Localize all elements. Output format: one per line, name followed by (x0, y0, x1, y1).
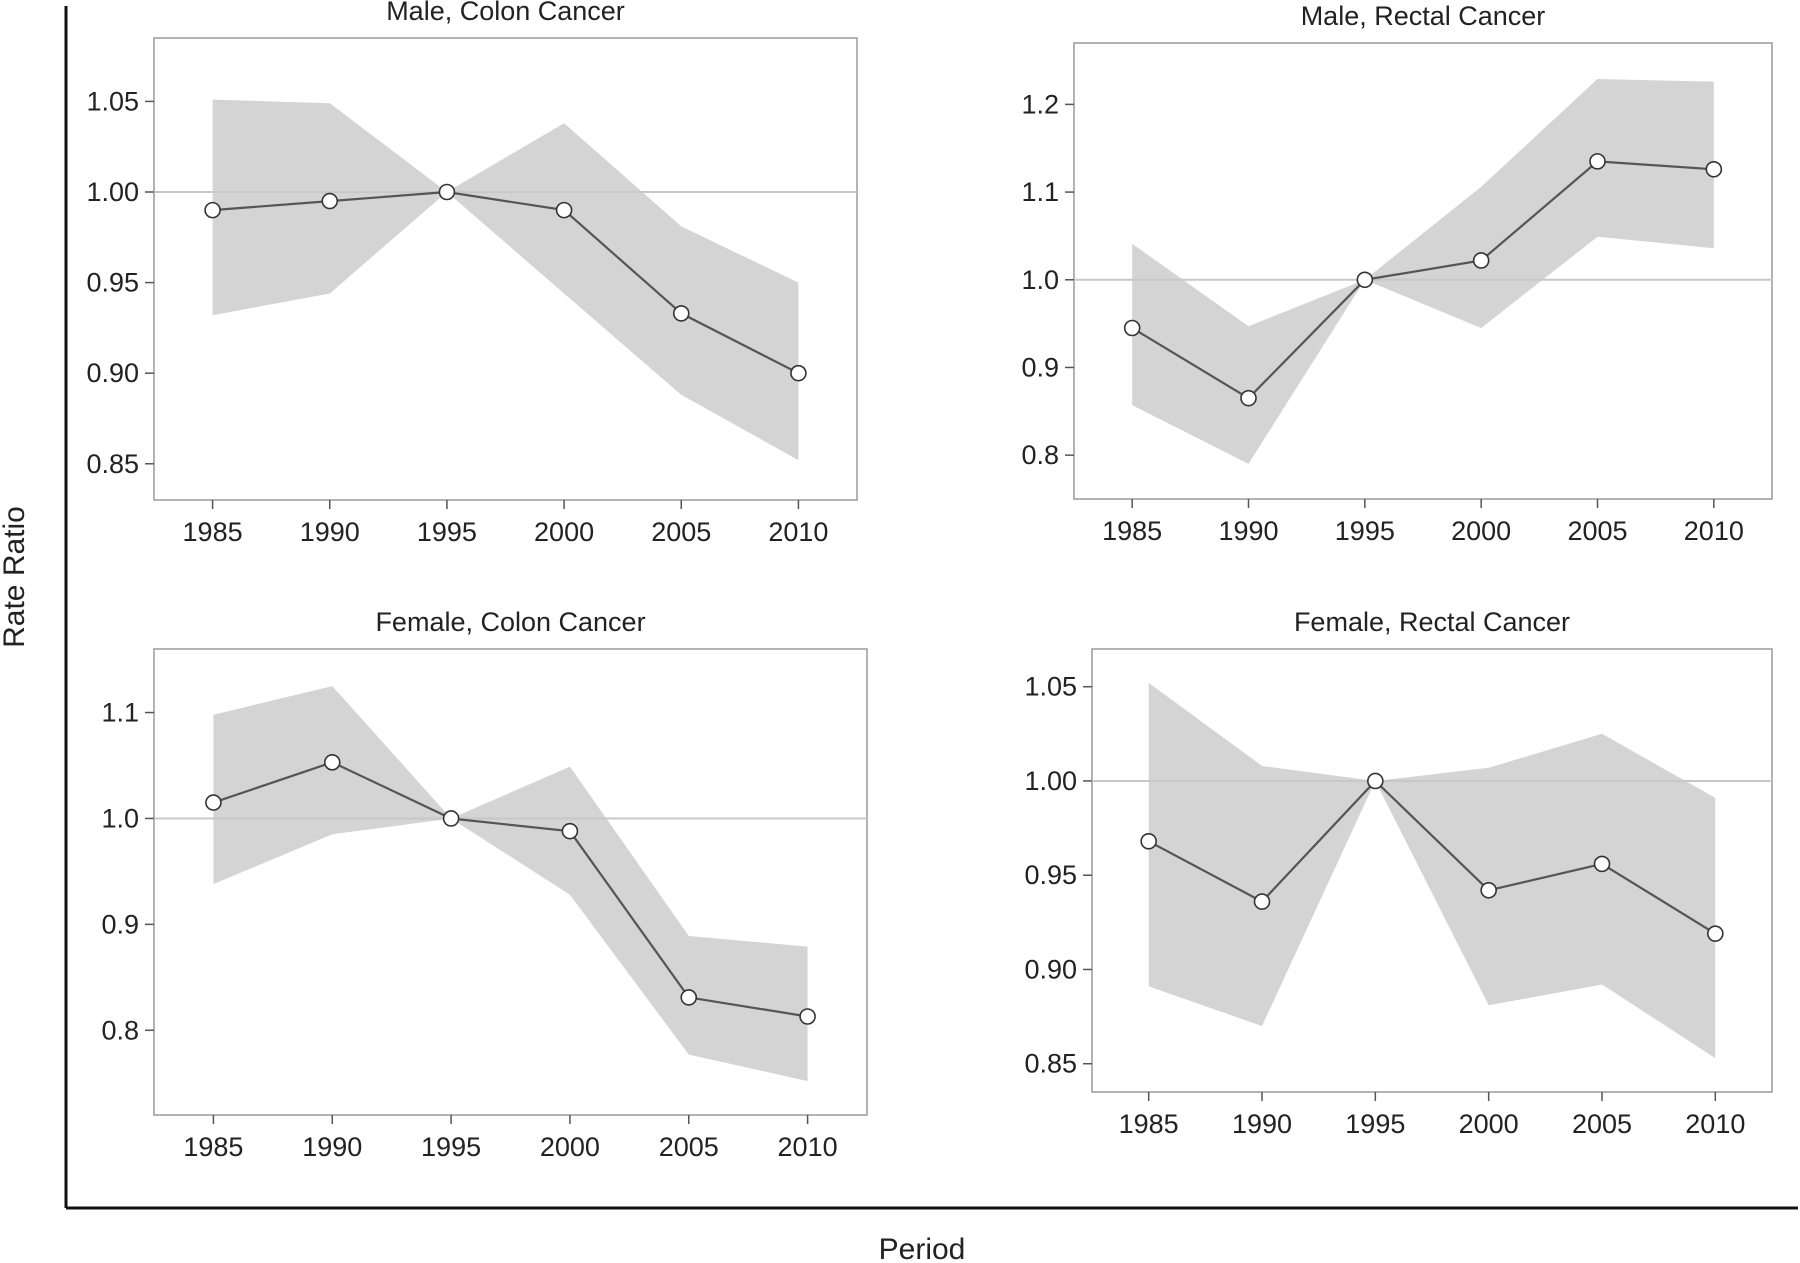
y-tick-label: 1.05 (86, 86, 139, 116)
x-tick-label: 1985 (183, 517, 243, 547)
x-tick-label: 2010 (768, 517, 828, 547)
data-point (680, 989, 698, 1006)
y-tick-label: 1.2 (1021, 89, 1059, 119)
x-tick-label: 1985 (1119, 1109, 1179, 1139)
x-tick-label: 1995 (421, 1132, 481, 1162)
y-tick-label: 0.8 (1021, 440, 1059, 470)
data-point (323, 754, 341, 771)
panel-male-colon: 0.85 0.90 0.95 1.00 1.05 1985 1990 1995 2000 2005… (86, 0, 858, 547)
panel-title: Female, Rectal Cancer (1294, 607, 1570, 637)
y-tick-label: 1.1 (1021, 177, 1059, 207)
x-tick-label: 1990 (300, 517, 360, 547)
data-point (1356, 271, 1374, 289)
y-tick-label: 0.9 (1021, 352, 1059, 382)
y-tick-label: 0.85 (86, 449, 139, 479)
series-line (1148, 779, 1716, 935)
x-tick-label: 2005 (659, 1132, 719, 1162)
panel-female-rectal: 0.85 0.90 0.95 1.00 1.05 1985 1990 1995 2000 2005… (1024, 607, 1773, 1139)
series-line (212, 190, 799, 375)
confidence-band (1148, 682, 1716, 1059)
y-tick-label: 1.0 (101, 803, 139, 833)
x-tick-label: 1985 (1102, 516, 1162, 546)
data-point (790, 364, 807, 382)
data-point (1140, 832, 1157, 850)
data-point (442, 810, 460, 827)
x-tick-label: 1990 (1232, 1109, 1292, 1139)
data-point (1253, 893, 1271, 910)
figure-xlabel: Period (879, 1233, 966, 1263)
panel-title: Male, Rectal Cancer (1301, 1, 1546, 31)
y-tick-label: 1.05 (1024, 672, 1077, 702)
data-point (1707, 925, 1724, 942)
data-point (205, 794, 222, 811)
panel-female-colon: 0.8 0.9 1.0 1.1 1985 1990 1995 2000 2005 2010 Fema… (101, 607, 868, 1162)
data-point (555, 201, 573, 219)
x-tick-label: 2000 (1459, 1109, 1519, 1139)
y-tick-label: 0.8 (101, 1015, 139, 1045)
data-point (1480, 881, 1497, 899)
data-point (1705, 160, 1723, 178)
data-point (1472, 252, 1490, 269)
figure-ylabel: Rate Ratio (0, 506, 31, 648)
y-tick-label: 1.0 (1021, 265, 1059, 295)
y-tick-label: 0.95 (86, 268, 139, 298)
y-tick-label: 0.90 (86, 358, 139, 388)
confidence-band (212, 99, 799, 461)
y-tick-label: 0.9 (101, 909, 139, 939)
panel-title: Female, Colon Cancer (375, 607, 645, 637)
panel-male-rectal: 0.8 0.9 1.0 1.1 1.2 1985 1990 1995 2000 2005 2010 M… (1021, 1, 1773, 546)
x-tick-label: 2010 (1685, 1109, 1745, 1139)
y-tick-label: 1.1 (101, 698, 139, 728)
y-tick-label: 0.90 (1024, 954, 1077, 984)
x-tick-label: 1985 (183, 1132, 243, 1162)
data-point (1593, 855, 1611, 873)
data-point (1367, 772, 1384, 790)
y-tick-label: 0.95 (1024, 860, 1077, 890)
y-tick-label: 1.00 (86, 177, 139, 207)
data-point (799, 1008, 816, 1025)
x-tick-label: 2005 (1572, 1109, 1632, 1139)
panel-title: Male, Colon Cancer (386, 0, 625, 26)
x-tick-label: 2000 (540, 1132, 600, 1162)
data-point (1589, 153, 1606, 170)
x-tick-label: 2010 (778, 1132, 838, 1162)
x-tick-label: 2000 (534, 517, 594, 547)
data-point (561, 822, 579, 840)
x-tick-label: 1990 (1218, 516, 1278, 546)
x-tick-label: 2000 (1451, 516, 1511, 546)
x-tick-label: 1995 (1335, 516, 1395, 546)
data-point (672, 305, 690, 322)
series-line (1131, 160, 1714, 400)
y-tick-label: 1.00 (1024, 766, 1077, 796)
series-line (213, 761, 808, 1018)
data-point (438, 183, 456, 201)
data-point (1240, 389, 1257, 407)
x-tick-label: 2005 (651, 517, 711, 547)
data-point (1123, 319, 1141, 337)
x-tick-label: 1995 (417, 517, 477, 547)
y-tick-label: 0.85 (1024, 1049, 1077, 1079)
data-point (204, 201, 221, 219)
data-point (321, 192, 339, 210)
x-tick-label: 1990 (302, 1132, 362, 1162)
x-tick-label: 2010 (1684, 516, 1744, 546)
x-tick-label: 1995 (1345, 1109, 1405, 1139)
confidence-band (213, 686, 808, 1082)
x-tick-label: 2005 (1567, 516, 1627, 546)
